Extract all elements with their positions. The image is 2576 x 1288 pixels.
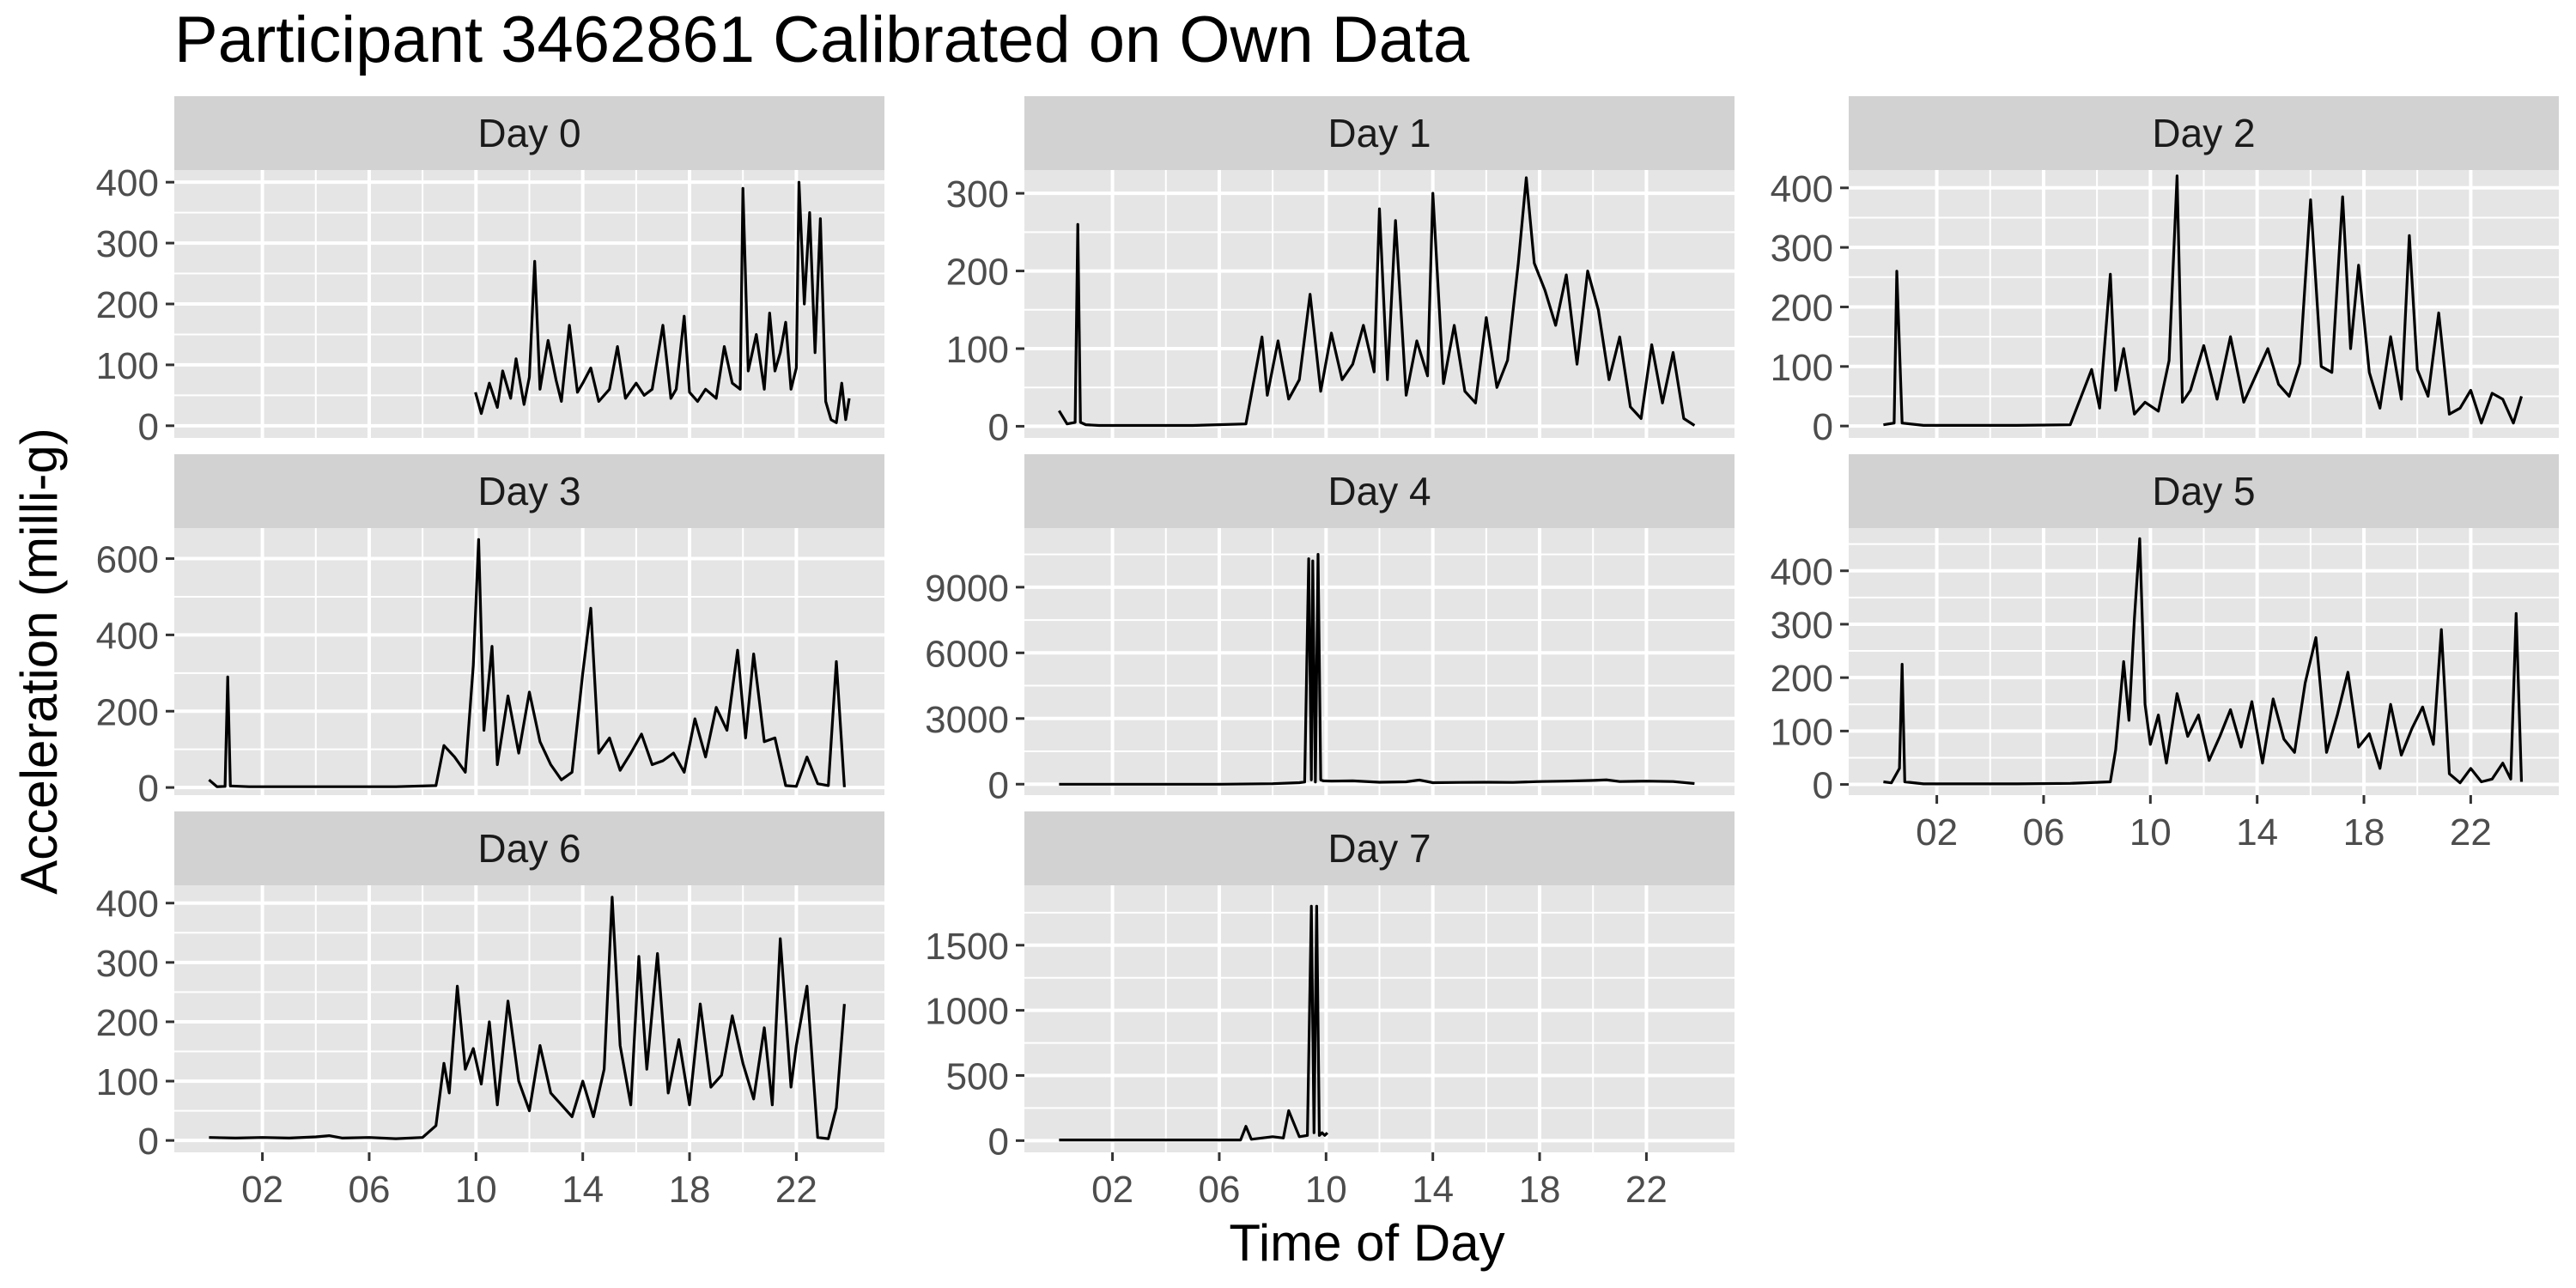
y-tick-label: 600 xyxy=(96,539,159,581)
y-tick-label: 0 xyxy=(1813,406,1833,448)
acceleration-series-line xyxy=(209,896,846,1140)
facet-strip xyxy=(1849,96,2559,170)
y-tick-label: 0 xyxy=(988,406,1009,448)
y-tick-label: 400 xyxy=(96,162,159,204)
facet-panel: Day 0 0 100 200 300 400 xyxy=(96,96,884,448)
x-tick-label: 10 xyxy=(2129,811,2172,854)
y-tick-label: 0 xyxy=(138,768,159,810)
y-tick-label: 100 xyxy=(96,345,159,387)
x-tick-label: 02 xyxy=(1916,811,1958,854)
facet-panel: Day 6 0 100 200 300 400 02 06 10 14 18 22 xyxy=(96,811,884,1211)
x-tick-label: 10 xyxy=(455,1169,497,1211)
y-tick-label: 400 xyxy=(96,615,159,657)
x-tick-label: 14 xyxy=(1412,1169,1454,1211)
facet-strip xyxy=(1849,454,2559,528)
facet-strip-label: Day 2 xyxy=(2152,111,2255,155)
facet-panel: Day 4 0 3000 6000 9000 xyxy=(925,454,1735,806)
x-tick-label: 10 xyxy=(1305,1169,1347,1211)
x-axis-label: Time of Day xyxy=(1229,1214,1504,1272)
x-tick-label: 06 xyxy=(348,1169,390,1211)
x-tick-label: 22 xyxy=(775,1169,817,1211)
facet-strip xyxy=(174,454,884,528)
y-tick-label: 1500 xyxy=(925,926,1009,968)
x-tick-label: 18 xyxy=(669,1169,711,1211)
facet-strip xyxy=(174,96,884,170)
x-tick-label: 22 xyxy=(2450,811,2492,854)
facet-panel: Day 2 0 100 200 300 400 xyxy=(1771,96,2559,448)
facet-panel: Day 3 0 200 400 600 xyxy=(96,454,884,810)
facet-strip-label: Day 6 xyxy=(477,826,580,871)
facet-strip xyxy=(1024,96,1735,170)
x-tick-label: 06 xyxy=(2022,811,2064,854)
x-tick-label: 22 xyxy=(1625,1169,1668,1211)
y-tick-label: 300 xyxy=(1771,228,1833,270)
y-tick-label: 400 xyxy=(1771,168,1833,210)
acceleration-series-line xyxy=(474,180,851,424)
y-tick-label: 400 xyxy=(96,884,159,926)
y-tick-label: 9000 xyxy=(925,568,1009,610)
acceleration-series-line xyxy=(1059,552,1695,786)
y-axis-label: Acceleration (milli-g) xyxy=(10,428,68,894)
y-tick-label: 0 xyxy=(988,764,1009,806)
y-tick-label: 200 xyxy=(1771,658,1833,700)
y-tick-label: 200 xyxy=(96,691,159,733)
y-tick-label: 500 xyxy=(946,1055,1009,1097)
facet-strip-label: Day 3 xyxy=(477,469,580,513)
acceleration-series-line xyxy=(1059,904,1329,1142)
x-tick-label: 14 xyxy=(562,1169,604,1211)
y-tick-label: 3000 xyxy=(925,699,1009,741)
x-tick-label: 06 xyxy=(1198,1169,1240,1211)
x-tick-label: 18 xyxy=(2343,811,2385,854)
facet-panel: Day 7 0 500 1000 1500 02 06 10 14 18 22 xyxy=(925,811,1735,1211)
y-tick-label: 0 xyxy=(1813,765,1833,807)
y-tick-label: 1000 xyxy=(925,991,1009,1033)
x-tick-label: 14 xyxy=(2236,811,2278,854)
facet-strip xyxy=(174,811,884,885)
y-tick-label: 100 xyxy=(96,1061,159,1103)
y-tick-label: 200 xyxy=(96,1002,159,1044)
facet-strip-label: Day 7 xyxy=(1327,826,1431,871)
facet-panel: Day 5 0 100 200 300 400 02 06 10 14 18 22 xyxy=(1771,454,2559,854)
x-tick-label: 18 xyxy=(1519,1169,1561,1211)
facet-strip-label: Day 0 xyxy=(477,111,580,155)
acceleration-series-line xyxy=(1883,174,2524,427)
facet-strip-label: Day 4 xyxy=(1327,469,1431,513)
y-tick-label: 100 xyxy=(946,329,1009,371)
facet-strip-label: Day 1 xyxy=(1327,111,1431,155)
facet-strip-label: Day 5 xyxy=(2152,469,2255,513)
y-tick-label: 0 xyxy=(138,1121,159,1163)
facet-panel: Day 1 0 100 200 300 xyxy=(946,96,1735,448)
y-tick-label: 100 xyxy=(1771,711,1833,753)
x-tick-label: 02 xyxy=(241,1169,283,1211)
y-tick-label: 300 xyxy=(96,223,159,265)
facet-strip xyxy=(1024,454,1735,528)
y-tick-label: 100 xyxy=(1771,347,1833,389)
y-tick-label: 6000 xyxy=(925,633,1009,675)
y-tick-label: 0 xyxy=(138,406,159,448)
chart-title: Participant 3462861 Calibrated on Own Da… xyxy=(174,3,1470,76)
acceleration-series-line xyxy=(1058,176,1696,428)
y-tick-label: 300 xyxy=(96,943,159,985)
acceleration-series-line xyxy=(208,538,846,788)
facet-strip xyxy=(1024,811,1735,885)
x-tick-label: 02 xyxy=(1091,1169,1133,1211)
y-tick-label: 200 xyxy=(96,284,159,326)
y-tick-label: 0 xyxy=(988,1121,1009,1163)
y-tick-label: 400 xyxy=(1771,551,1833,593)
y-tick-label: 200 xyxy=(946,252,1009,294)
y-tick-label: 200 xyxy=(1771,287,1833,329)
y-tick-label: 300 xyxy=(1771,605,1833,647)
y-tick-label: 300 xyxy=(946,173,1009,216)
acceleration-series-line xyxy=(1883,537,2524,786)
